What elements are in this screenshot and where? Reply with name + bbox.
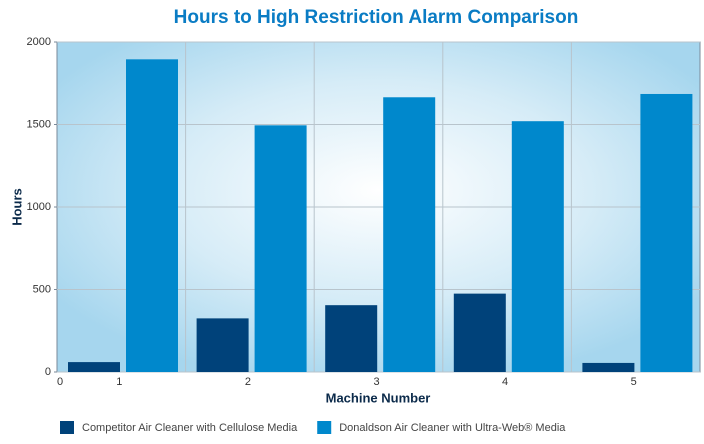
y-tick-label: 2000 bbox=[27, 36, 51, 48]
bar bbox=[68, 362, 120, 372]
x-tick-label: 3 bbox=[373, 376, 379, 388]
legend-entry: Competitor Air Cleaner with Cellulose Me… bbox=[82, 422, 298, 434]
x-tick-label: 1 bbox=[116, 376, 122, 388]
x-axis-label: Machine Number bbox=[326, 390, 431, 405]
y-tick-label: 1500 bbox=[27, 118, 51, 130]
x-tick-label: 4 bbox=[502, 376, 508, 388]
y-tick-label: 1000 bbox=[27, 201, 51, 213]
bar bbox=[126, 59, 178, 372]
bar bbox=[383, 97, 436, 373]
chart-title: Hours to High Restriction Alarm Comparis… bbox=[174, 7, 579, 28]
bar bbox=[325, 305, 378, 372]
y-axis-label: Hours bbox=[9, 188, 24, 226]
legend-swatch bbox=[317, 421, 332, 434]
bar bbox=[511, 121, 564, 372]
x-tick-label: 5 bbox=[631, 376, 637, 388]
bar bbox=[254, 125, 307, 372]
legend-swatch bbox=[60, 421, 74, 434]
bar bbox=[640, 93, 693, 372]
y-tick-label: 500 bbox=[33, 283, 51, 295]
x-tick-label: 2 bbox=[245, 376, 251, 388]
bar bbox=[582, 362, 635, 372]
bar bbox=[453, 293, 506, 372]
legend-entry: Donaldson Air Cleaner with Ultra-Web® Me… bbox=[339, 422, 566, 434]
bar bbox=[196, 318, 249, 372]
y-tick-label: 0 bbox=[45, 366, 51, 378]
x-origin-label: 0 bbox=[57, 376, 63, 388]
